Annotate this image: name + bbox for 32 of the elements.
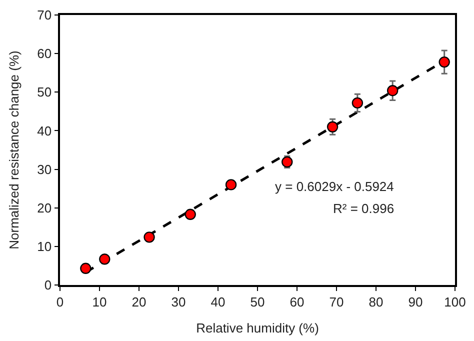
y-tick-label: 40 <box>37 123 52 138</box>
y-tick-label: 10 <box>37 238 52 254</box>
x-tick-label: 60 <box>290 294 304 310</box>
y-tick-label: 30 <box>37 162 52 177</box>
annotation: y = 0.6029x - 0.5924 <box>275 179 394 194</box>
y-tick-label: 50 <box>37 84 52 100</box>
x-tick-label: 70 <box>329 294 344 310</box>
point <box>184 208 196 220</box>
x-tick-label: 100 <box>444 294 466 310</box>
x-tick-label: 50 <box>250 294 265 310</box>
point <box>326 121 338 132</box>
y-tick-label: 20 <box>37 200 52 216</box>
point <box>438 56 450 68</box>
x-axis-title: Relative humidity (%) <box>196 320 319 336</box>
y-tick-label: 60 <box>37 46 52 62</box>
y-axis-title: Normalized resistance change (%) <box>6 50 22 250</box>
y-tick-label: 0 <box>44 278 52 293</box>
annotation: R² = 0.996 <box>333 201 394 216</box>
point <box>144 232 155 243</box>
x-tick-label: 90 <box>408 294 423 310</box>
x-tick-label: 0 <box>56 294 64 310</box>
point <box>80 262 92 274</box>
point <box>352 97 364 109</box>
point <box>99 254 110 265</box>
x-tick-label: 20 <box>132 294 146 310</box>
x-tick-label: 30 <box>171 294 186 310</box>
point <box>386 85 398 96</box>
y-tick-label: 70 <box>37 8 52 23</box>
point <box>225 179 237 190</box>
x-tick-label: 40 <box>210 294 226 310</box>
x-tick-label: 80 <box>368 294 384 310</box>
x-tick-label: 10 <box>92 294 107 310</box>
